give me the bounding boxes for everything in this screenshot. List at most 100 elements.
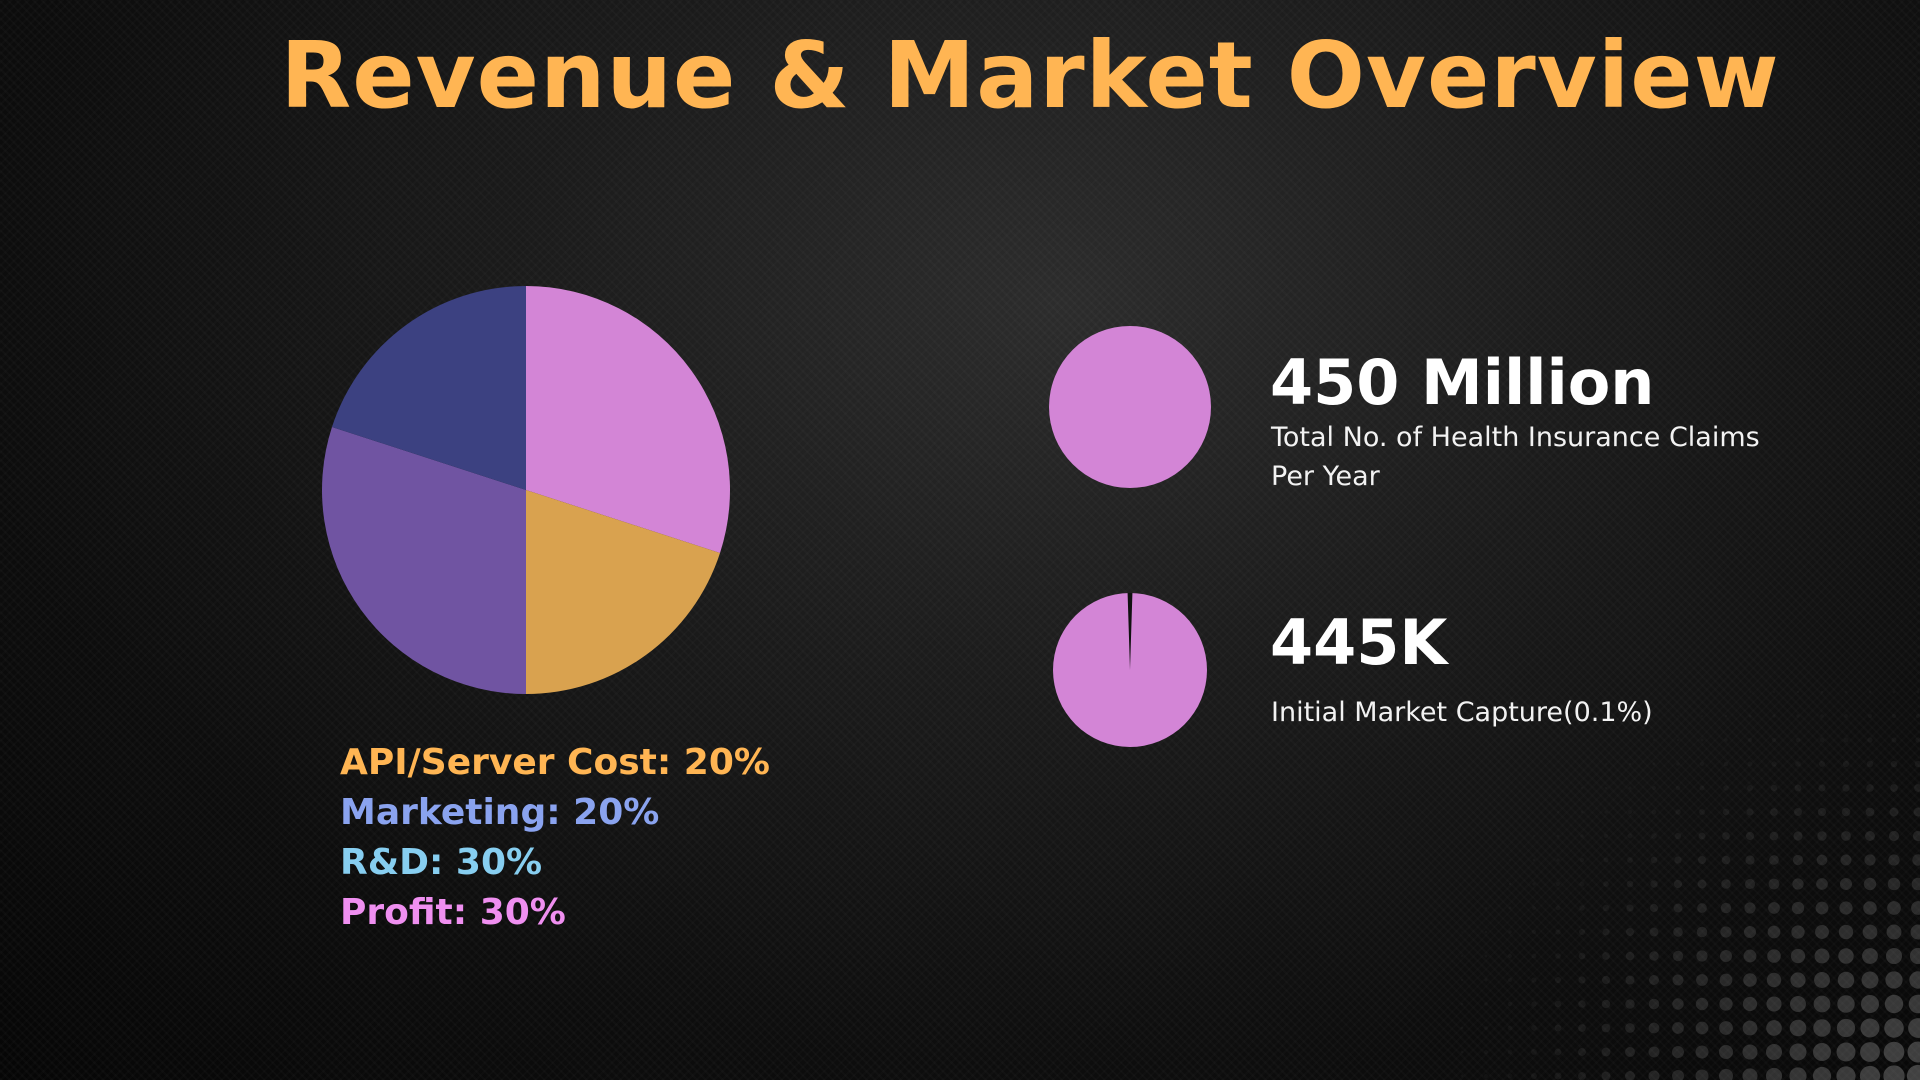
decor-dot [1746, 784, 1754, 792]
decor-dot [1772, 714, 1776, 718]
decor-dot [1648, 1022, 1660, 1034]
decor-dot [1840, 854, 1852, 866]
decor-dot [1508, 930, 1512, 934]
decor-dot [1531, 1073, 1537, 1079]
decor-dot [1867, 737, 1873, 743]
decor-dot [1531, 1001, 1537, 1007]
decor-dot [1743, 925, 1757, 939]
decor-dot [1672, 974, 1684, 986]
decor-dot [1815, 901, 1829, 915]
decor-dot [1602, 904, 1610, 912]
decor-dot [1484, 1002, 1488, 1006]
decor-dot [1508, 882, 1512, 886]
decor-dot [1814, 972, 1830, 988]
decor-dot [1844, 714, 1848, 718]
decor-dot [1837, 995, 1855, 1013]
market-capture-pie-chart [1053, 593, 1207, 747]
decor-dot [1862, 924, 1878, 940]
legend-item-profit: Profit: 30% [340, 892, 566, 933]
decor-dot [1625, 1047, 1635, 1057]
decor-dot [1556, 834, 1560, 838]
decor-dot [1746, 808, 1754, 816]
decor-dot [1485, 883, 1487, 885]
decor-dot [1745, 855, 1755, 865]
decor-dot [1908, 994, 1920, 1014]
decor-dot [1884, 994, 1904, 1014]
decor-dot [1604, 810, 1608, 814]
decor-dot [1651, 833, 1657, 839]
decor-dot [1891, 737, 1897, 743]
pie-slice-marketing [331, 286, 526, 490]
decor-dot [1913, 807, 1920, 817]
decor-dot [1820, 714, 1824, 718]
decor-dot [1866, 760, 1874, 768]
decor-dot [1883, 1041, 1905, 1063]
decor-dot [1697, 879, 1707, 889]
decor-dot [1819, 737, 1825, 743]
decor-dot [1814, 948, 1830, 964]
decor-dot [1818, 784, 1826, 792]
decor-dot [1861, 971, 1879, 989]
decor-dot [1531, 1049, 1537, 1055]
decor-dot [1721, 879, 1731, 889]
decor-dot [1677, 715, 1679, 717]
decor-dot [1884, 1018, 1904, 1038]
decor-dot [1771, 737, 1777, 743]
decor-dot [1720, 926, 1732, 938]
decor-dot [1719, 949, 1733, 963]
decor-dot [1838, 948, 1854, 964]
decor-dot [1555, 881, 1561, 887]
decor-dot [1768, 902, 1780, 914]
decor-dot [1531, 929, 1537, 935]
decor-dot [1722, 832, 1730, 840]
decor-dot [1603, 881, 1609, 887]
decor-dot [1460, 1002, 1464, 1006]
decor-dot [1673, 927, 1683, 937]
decor-dot [1603, 833, 1609, 839]
decor-dot [1817, 807, 1827, 817]
decor-dot [1671, 1069, 1685, 1080]
decor-dot [1792, 878, 1804, 890]
decor-dot [1533, 835, 1535, 837]
decor-dot [1912, 854, 1920, 866]
decor-dot [1695, 1021, 1709, 1035]
decor-dot [1768, 878, 1780, 890]
decor-dot [1769, 831, 1779, 841]
pie-slice-total-claims [1049, 326, 1211, 488]
decor-dot [1866, 784, 1874, 792]
decor-dot [1790, 972, 1806, 988]
decor-dot [1628, 762, 1632, 766]
decor-dot [1890, 784, 1898, 792]
decor-dot [1700, 738, 1704, 742]
decor-dot [1817, 831, 1827, 841]
decor-dot [1509, 859, 1511, 861]
decor-dot [1789, 1067, 1807, 1080]
decor-dot [1838, 924, 1854, 940]
decor-dot [1460, 1026, 1464, 1030]
decor-dot [1579, 905, 1585, 911]
decor-dot [1793, 831, 1803, 841]
claims-label-line1: Total No. of Health Insurance Claims [1271, 422, 1760, 453]
decor-dot [1815, 925, 1829, 939]
decor-dot [1601, 975, 1611, 985]
decor-dot [1695, 1045, 1709, 1059]
decor-dot [1842, 760, 1850, 768]
decor-dot [1891, 713, 1897, 719]
decor-dot [1508, 906, 1512, 910]
decor-dot [1842, 784, 1850, 792]
decor-dot [1906, 1064, 1920, 1080]
decor-dot [1745, 831, 1755, 841]
decor-dot [1767, 925, 1781, 939]
decor-dot [1890, 760, 1898, 768]
decor-dot [1765, 1067, 1783, 1080]
decor-dot [1484, 1050, 1488, 1054]
decor-dot [1507, 1049, 1513, 1055]
market-capture-value: 445K [1270, 606, 1448, 679]
decor-dot [1484, 1026, 1488, 1030]
decor-dot [1650, 880, 1658, 888]
decor-dot [1695, 1069, 1709, 1080]
decor-dot [1813, 1043, 1831, 1061]
budget-pie-chart [322, 286, 730, 694]
decor-dot [1484, 906, 1488, 910]
decor-dot [1818, 760, 1826, 768]
